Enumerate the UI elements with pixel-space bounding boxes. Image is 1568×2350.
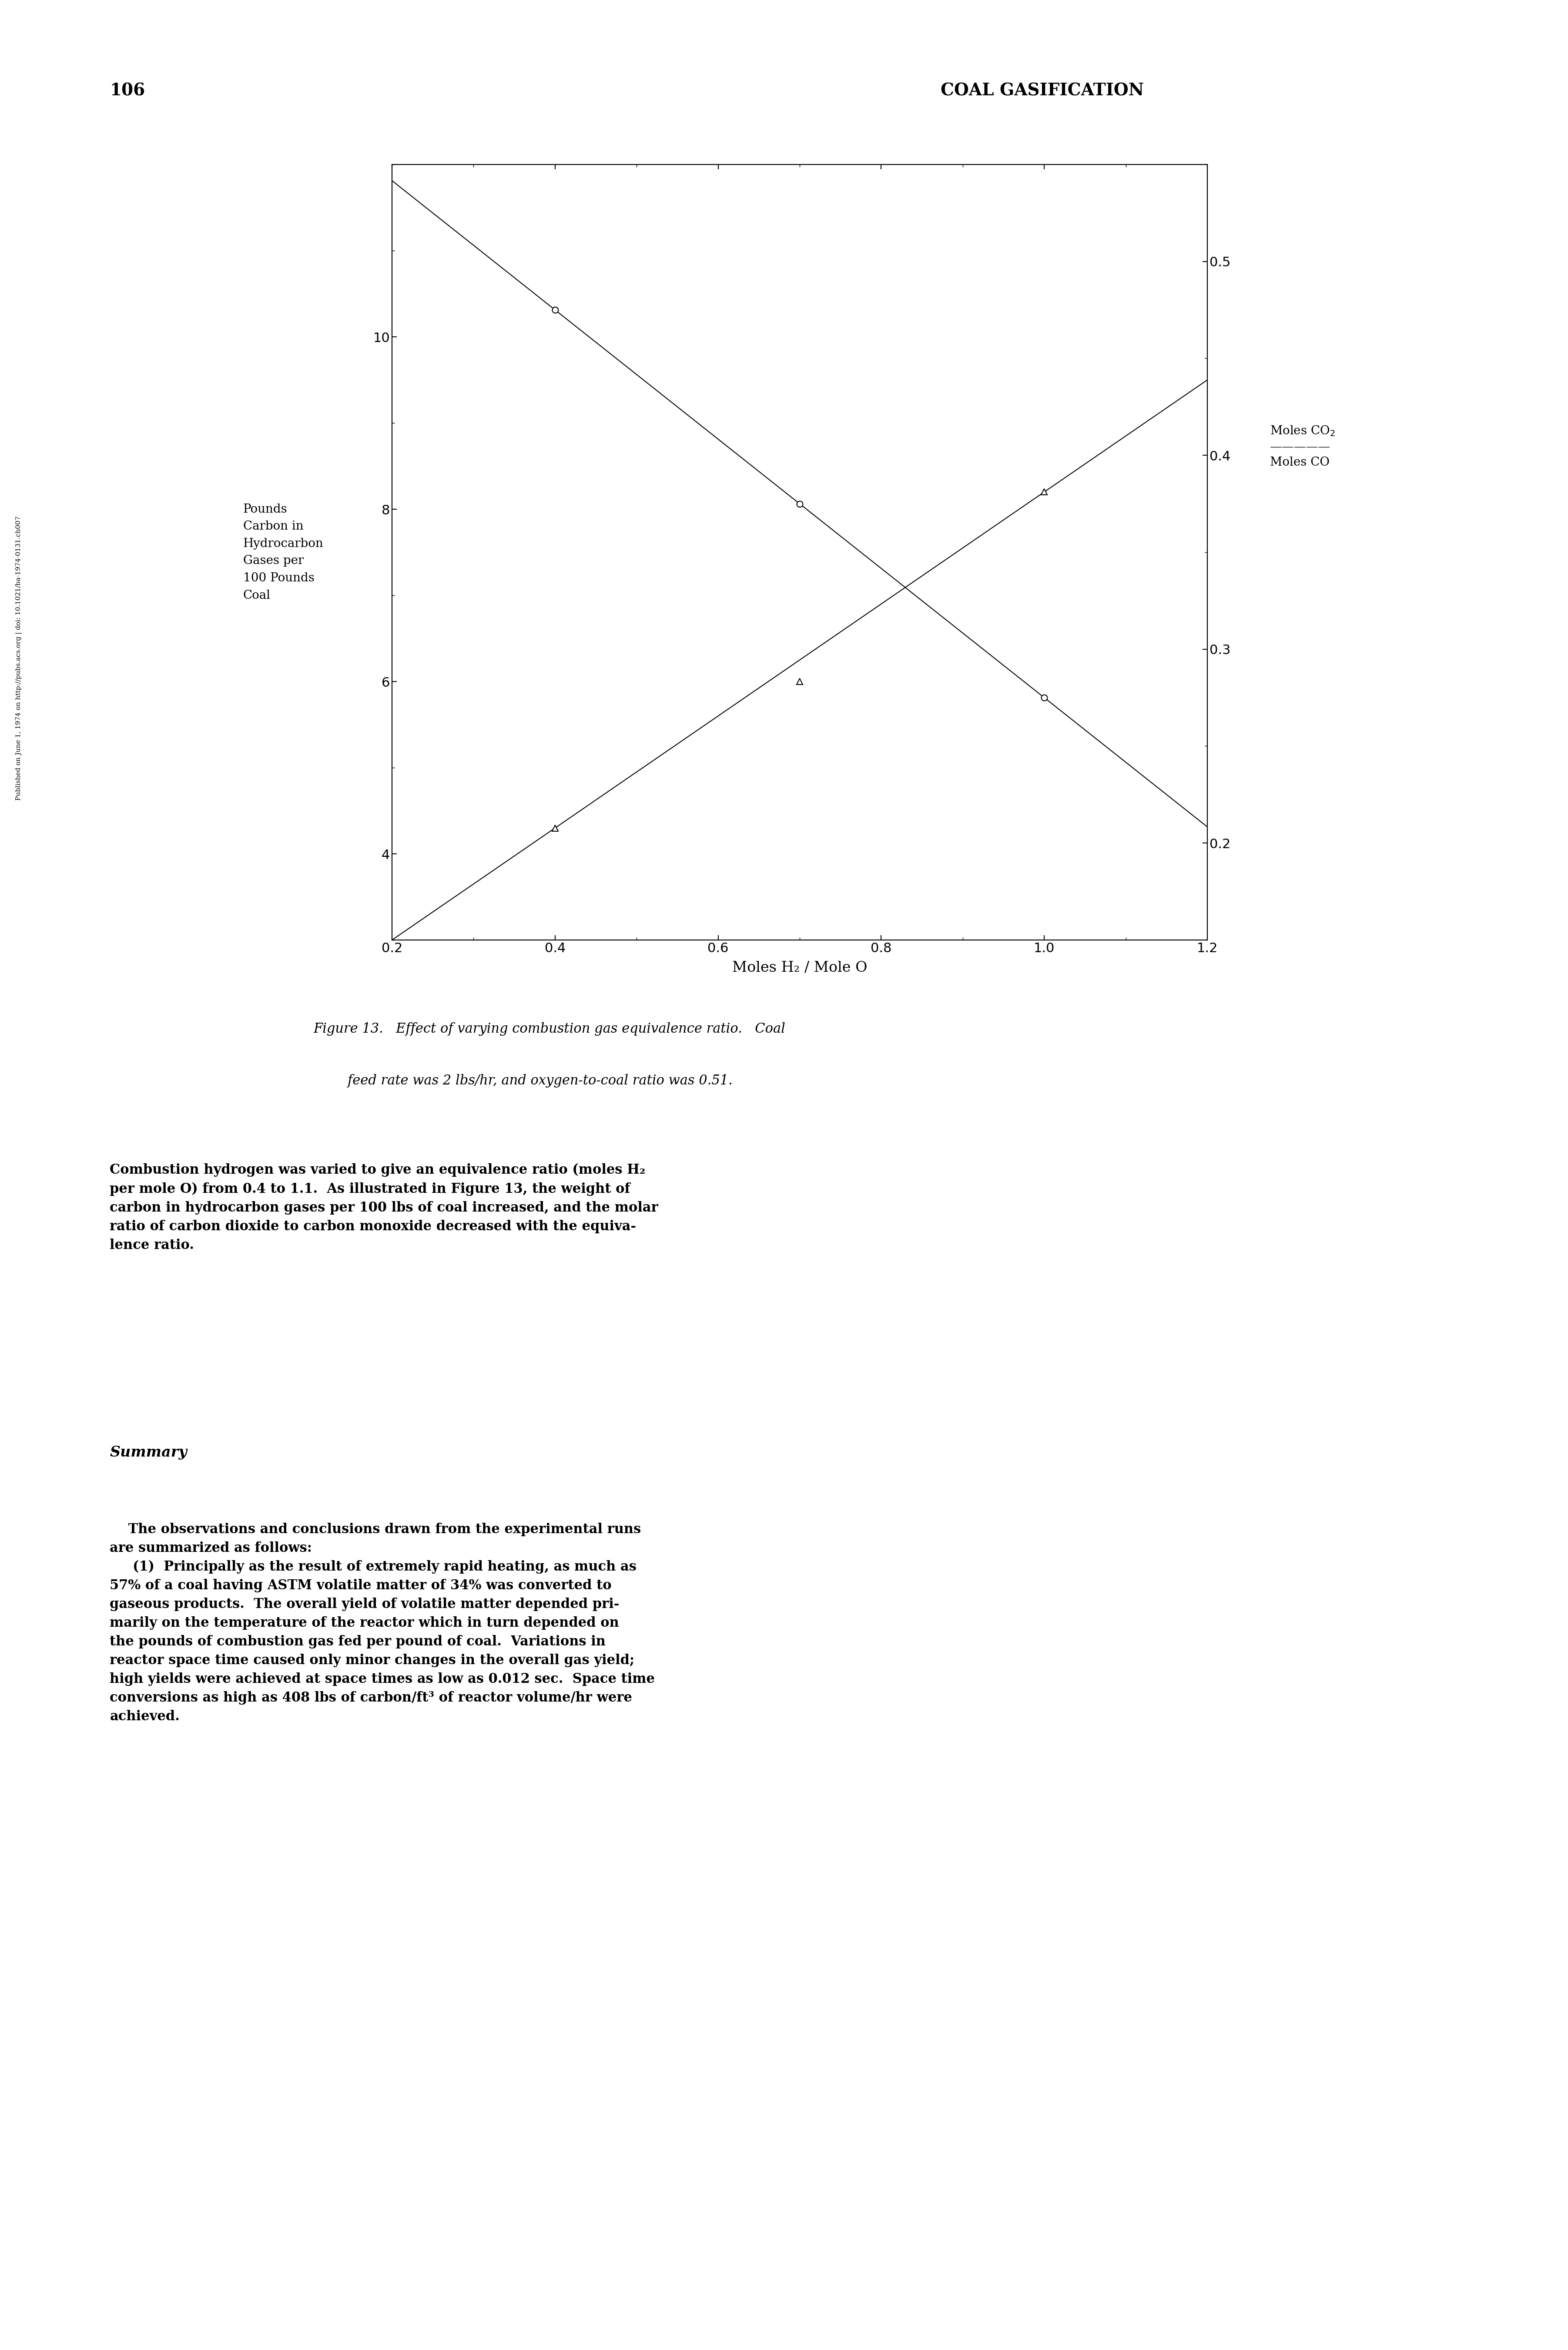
Text: Published on June 1, 1974 on http://pubs.acs.org | doi: 10.1021/ba-1974-0131.ch0: Published on June 1, 1974 on http://pubs…: [16, 517, 22, 799]
X-axis label: Moles H₂ / Mole O: Moles H₂ / Mole O: [732, 961, 867, 975]
Text: Combustion hydrogen was varied to give an equivalence ratio (moles H₂
per mole O: Combustion hydrogen was varied to give a…: [110, 1163, 659, 1253]
Text: Summary: Summary: [110, 1445, 187, 1459]
Text: The observations and conclusions drawn from the experimental runs
are summarized: The observations and conclusions drawn f…: [110, 1504, 655, 1723]
Text: Pounds
Carbon in
Hydrocarbon
Gases per
100 Pounds
Coal: Pounds Carbon in Hydrocarbon Gases per 1…: [243, 503, 323, 602]
Text: Figure 13.   Effect of varying combustion gas equivalence ratio.   Coal: Figure 13. Effect of varying combustion …: [314, 1022, 786, 1036]
Text: 106: 106: [110, 82, 146, 99]
Text: COAL GASIFICATION: COAL GASIFICATION: [941, 82, 1145, 99]
Text: feed rate was 2 lbs/hr, and oxygen-to-coal ratio was 0.51.: feed rate was 2 lbs/hr, and oxygen-to-co…: [314, 1074, 732, 1088]
Text: Moles CO$_2$
—————
Moles CO: Moles CO$_2$ ————— Moles CO: [1270, 425, 1336, 468]
